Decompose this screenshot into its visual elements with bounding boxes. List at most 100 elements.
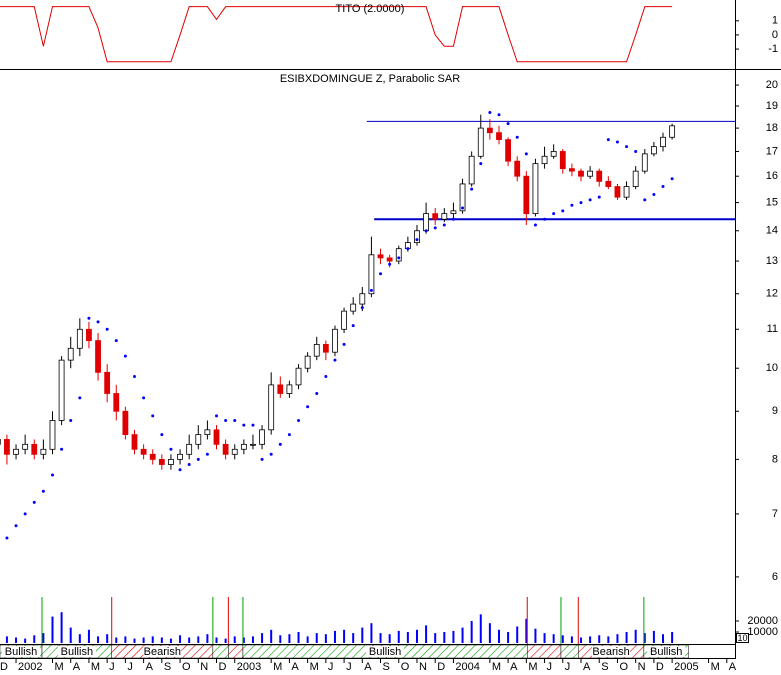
candle-body (168, 458, 174, 465)
volume-bar (315, 633, 318, 643)
candle-body (605, 180, 612, 187)
volume-bar (616, 634, 619, 643)
volume-bar (543, 633, 546, 643)
sar-dot (114, 339, 118, 343)
sar-dot (579, 201, 583, 205)
x-tick-label: O (401, 661, 410, 673)
candle-body (587, 170, 594, 177)
volume-bar (261, 633, 264, 643)
y-tick-label: 9 (772, 405, 778, 417)
candle-body (578, 170, 584, 177)
candle-body (204, 429, 211, 436)
sar-dot (215, 414, 219, 418)
candle-body (468, 155, 475, 185)
sar-dot (552, 212, 556, 216)
volume-bar (443, 631, 446, 643)
sar-dot (169, 447, 173, 451)
sar-dot (287, 433, 291, 437)
candle-body (669, 125, 676, 138)
candle-body (514, 160, 521, 177)
signal-label: Bullish (369, 646, 401, 658)
candle-body (341, 310, 347, 330)
volume-bar (169, 638, 172, 643)
volume-bar (425, 625, 428, 643)
volume-bar (406, 631, 409, 643)
sar-dot (50, 473, 54, 477)
sar-dot (606, 138, 610, 142)
volume-bar (607, 636, 610, 643)
signal-label-bg (143, 646, 182, 657)
candle-body (641, 153, 648, 172)
candle-body (268, 384, 275, 431)
candle-body (304, 355, 311, 369)
signal-segment (212, 644, 229, 659)
sar-dot (297, 418, 301, 422)
candle-body (286, 384, 293, 394)
sar-dot (652, 192, 656, 196)
sar-dot (5, 536, 9, 540)
volume-bar (215, 637, 218, 643)
candle-body (40, 448, 47, 455)
x-tick-label: D (219, 661, 227, 673)
x-tick-label: M (528, 661, 537, 673)
volume-bar (224, 638, 227, 643)
x-tick-label: N (638, 661, 646, 673)
sar-dot (196, 457, 200, 461)
candle-body (213, 429, 220, 445)
candle-body (623, 186, 630, 198)
volume-bar (361, 627, 364, 643)
x-tick-label: J (346, 661, 352, 673)
volume-bar (452, 630, 455, 643)
volume-bar (671, 631, 674, 643)
x-tick-label: D (0, 661, 8, 673)
volume-bar (142, 637, 145, 643)
candle-body (95, 340, 101, 373)
volume-bar (598, 635, 601, 643)
indicator-line (0, 6, 673, 63)
volume-bar (288, 634, 291, 643)
sar-dot (369, 288, 373, 292)
volume-bar (625, 631, 628, 643)
candle-body (523, 175, 530, 215)
sar-dot (451, 217, 455, 221)
candle-body (541, 155, 548, 165)
signal-segment (526, 644, 562, 659)
candle-body (313, 344, 320, 357)
candle-body (350, 303, 357, 312)
x-tick-label: 2003 (237, 661, 261, 673)
sar-dot (23, 512, 27, 516)
candle-body (596, 170, 603, 182)
sar-dot (41, 489, 45, 493)
sar-dot (397, 256, 401, 260)
volume-bar (106, 634, 109, 643)
candle-body (432, 213, 439, 220)
volume-bar (580, 637, 583, 643)
sar-dot (379, 272, 383, 276)
x-tick-label: J (328, 661, 334, 673)
candle-body (423, 213, 429, 232)
sar-dot (160, 433, 164, 437)
volume-bar (561, 635, 564, 643)
x-tick-label: S (164, 661, 171, 673)
volume-bar (297, 631, 300, 643)
sar-dot (433, 226, 437, 230)
candle-body (31, 443, 38, 455)
x-tick-label: 2004 (455, 661, 479, 673)
candle-body (222, 443, 229, 455)
candle-body (532, 163, 539, 215)
candle-body (450, 210, 457, 215)
x-tick-label: N (419, 661, 427, 673)
candle-body (332, 328, 338, 353)
volume-bar (151, 636, 154, 643)
sar-dot (524, 152, 528, 156)
sar-dot (333, 358, 337, 362)
sar-dot (242, 423, 246, 427)
y-tick-label: 13 (766, 255, 778, 267)
volume-bar (124, 636, 127, 643)
candle-body (231, 448, 238, 455)
candle-body (377, 254, 384, 259)
x-tick-label: 2002 (18, 661, 42, 673)
volume-bar (333, 630, 336, 643)
candle-body (550, 151, 557, 157)
x-tick-label: O (182, 661, 191, 673)
